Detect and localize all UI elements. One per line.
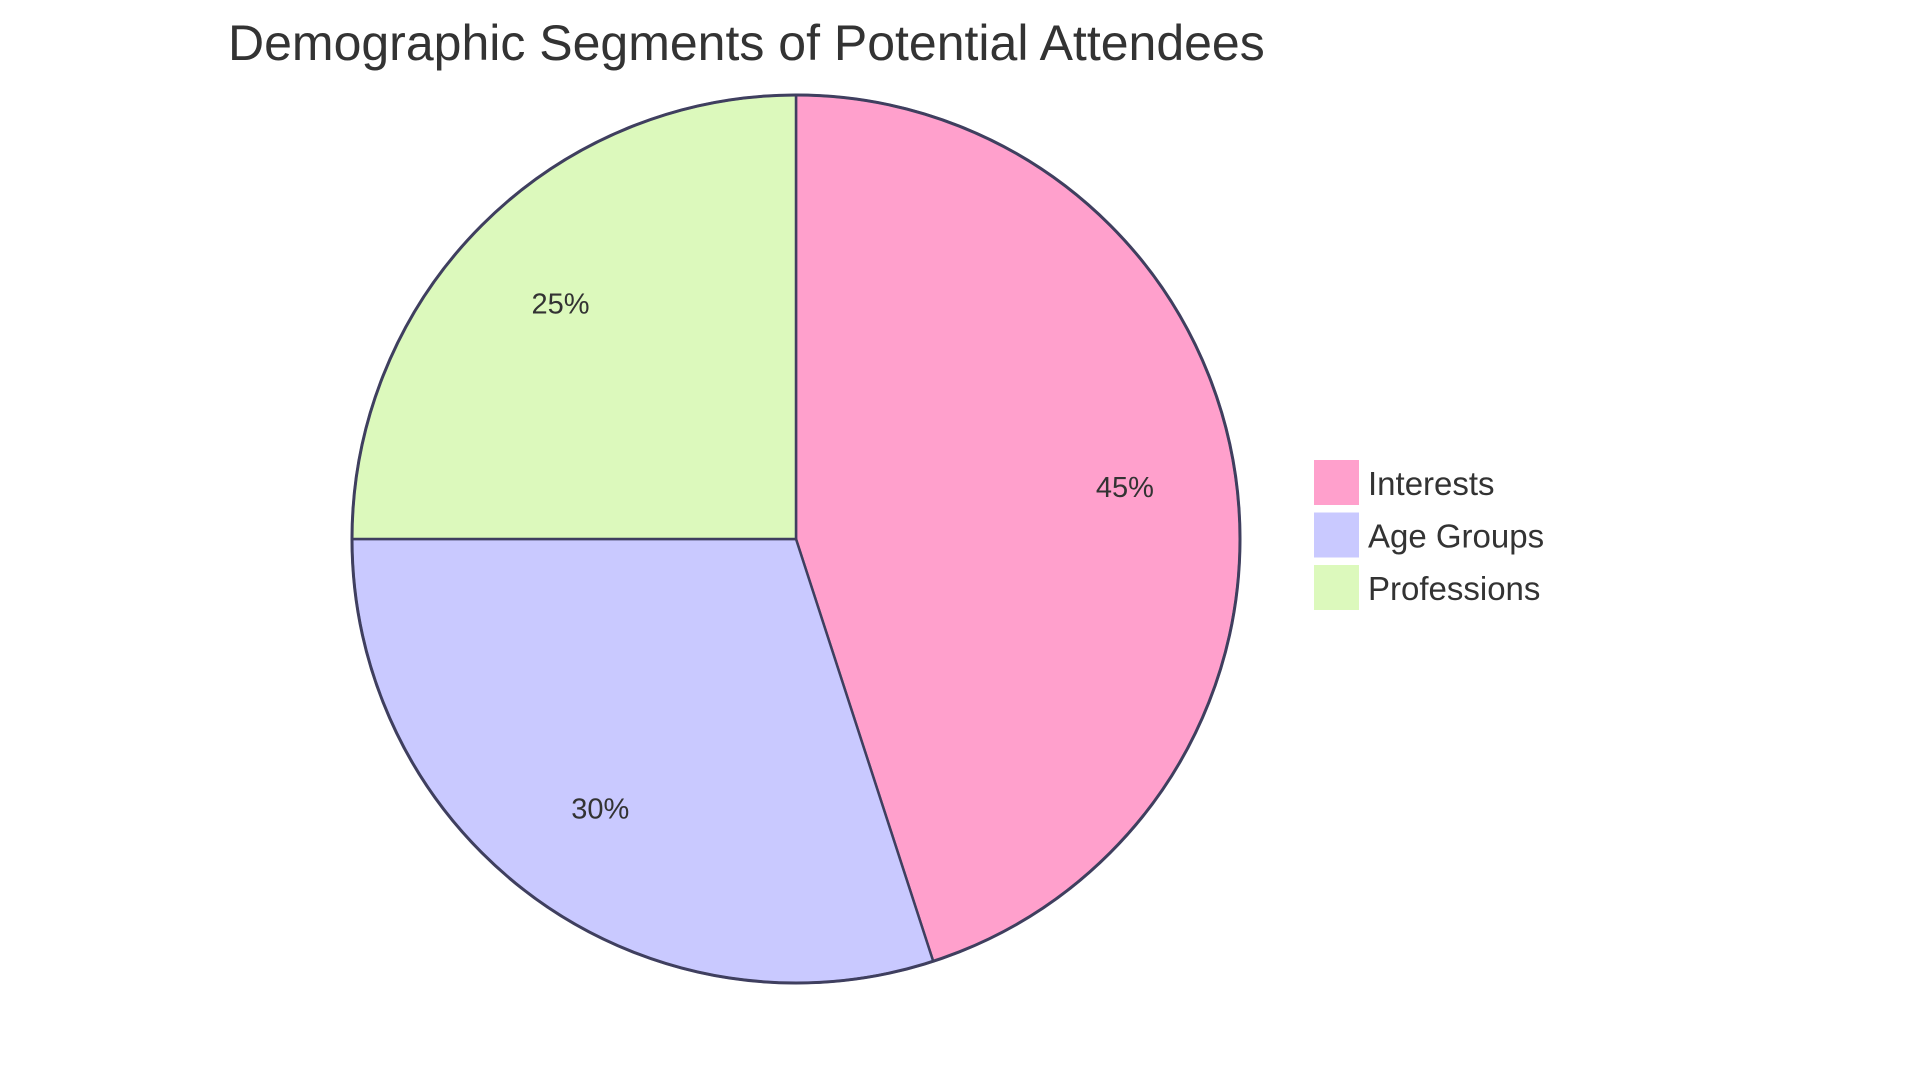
slice-label: 30% [571, 793, 629, 825]
legend-label: Interests [1368, 465, 1495, 502]
legend-label: Professions [1368, 570, 1540, 607]
legend-label: Age Groups [1368, 518, 1544, 555]
slice-label: 25% [532, 289, 590, 321]
legend-swatch [1314, 512, 1359, 558]
pie-outline [350, 93, 1242, 985]
legend-swatch [1314, 565, 1359, 610]
slice-label: 45% [1096, 472, 1154, 504]
legend-swatch [1314, 460, 1359, 505]
chart-title: Demographic Segments of Potential Attend… [228, 15, 1265, 71]
